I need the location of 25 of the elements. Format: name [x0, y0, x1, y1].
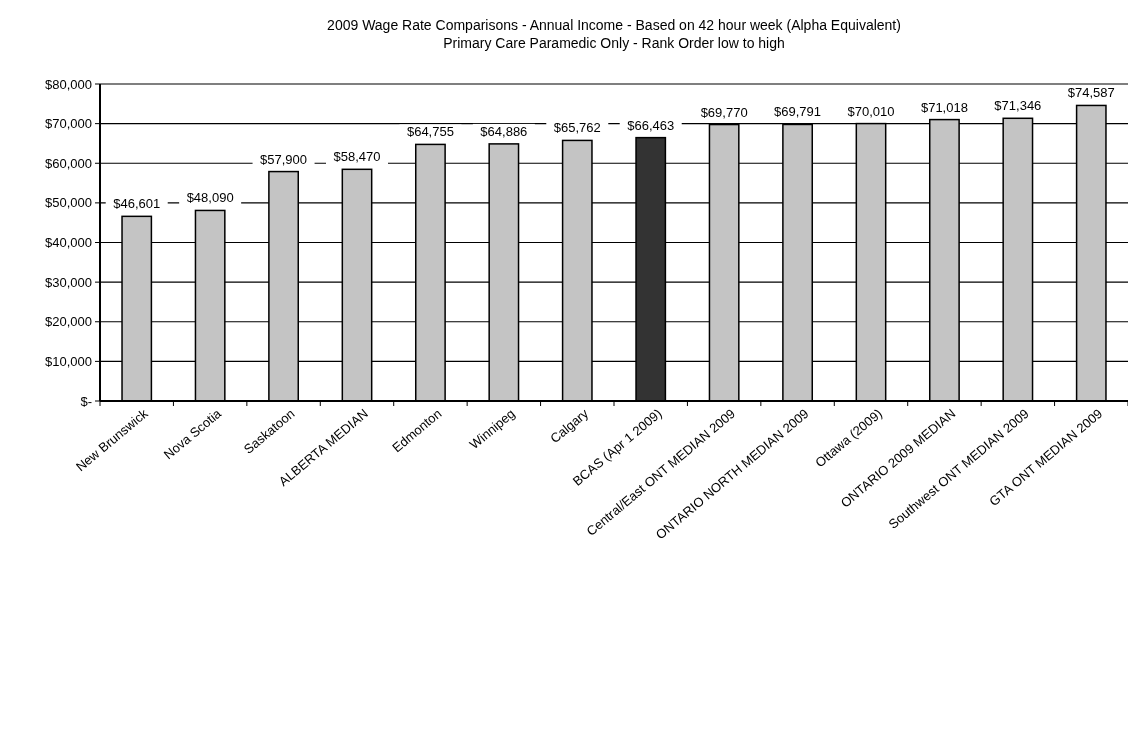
y-tick-label: $10,000 [45, 353, 92, 369]
data-label: $58,470 [333, 149, 381, 165]
data-label: $48,090 [186, 190, 234, 206]
y-tick-label: $- [80, 393, 92, 409]
data-label: $69,770 [700, 104, 748, 120]
data-label: $64,755 [406, 124, 454, 140]
y-tick-label: $80,000 [45, 76, 92, 92]
y-tick-label: $40,000 [45, 235, 92, 251]
y-tick-label: $60,000 [45, 155, 92, 171]
data-label: $69,791 [774, 104, 822, 120]
chart-subtitle: Primary Care Paramedic Only - Rank Order low to high [443, 35, 785, 51]
data-label: $57,900 [260, 151, 308, 167]
data-label: $66,463 [627, 117, 675, 133]
data-label: $74,587 [1067, 85, 1115, 101]
data-label: $71,018 [920, 99, 968, 115]
y-tick-label: $20,000 [45, 314, 92, 330]
y-tick-label: $70,000 [45, 116, 92, 132]
chart-title: 2009 Wage Rate Comparisons - Annual Income - Based on 42 hour week (Alpha Equivalent) [327, 17, 901, 33]
data-label: $70,010 [847, 103, 895, 119]
data-label: $46,601 [113, 196, 161, 212]
y-tick-label: $50,000 [45, 195, 92, 211]
data-label: $71,346 [994, 98, 1042, 114]
data-label: $65,762 [553, 120, 601, 136]
y-tick-label: $30,000 [45, 274, 92, 290]
data-label: $64,886 [480, 123, 528, 139]
